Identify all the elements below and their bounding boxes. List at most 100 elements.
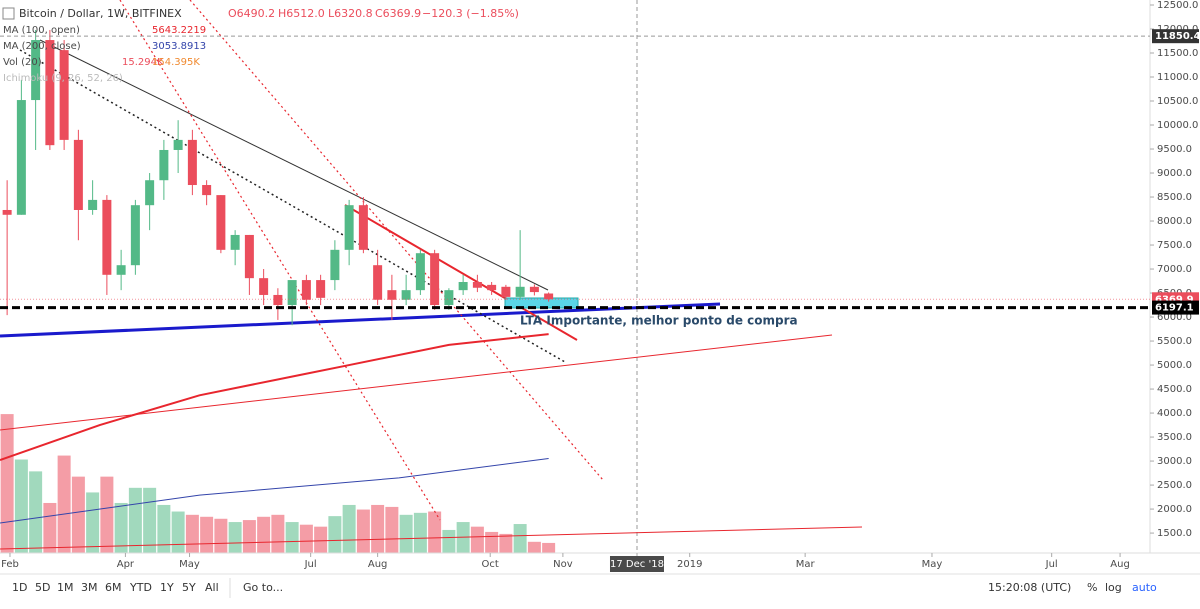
candle-body — [358, 205, 368, 250]
symbol: Bitcoin / Dollar, 1W, BITFINEX — [19, 7, 182, 20]
candle-body — [301, 280, 311, 300]
candle-body — [59, 50, 69, 140]
volume-bar — [299, 524, 313, 553]
volume-bar — [157, 504, 171, 553]
candle-body — [458, 281, 468, 291]
volume-bar — [29, 471, 43, 553]
x-tick-label: Mar — [796, 559, 816, 570]
range-button[interactable]: YTD — [129, 581, 152, 594]
y-tick-label: 12500.0 — [1157, 0, 1198, 11]
volume-bar — [171, 511, 185, 553]
x-tick-label: Feb — [1, 559, 19, 570]
candle-body — [544, 293, 554, 300]
x-tick-label: Oct — [482, 559, 499, 570]
y-tick-label: 9000.0 — [1157, 168, 1192, 179]
price-pane — [0, 29, 554, 524]
trend-line — [39, 39, 549, 291]
volume-bar — [542, 542, 556, 553]
price-axis — [1150, 0, 1200, 553]
legend: Bitcoin / Dollar, 1W, BITFINEX O6490.2 H… — [2, 7, 519, 84]
candle-body — [401, 290, 411, 300]
candle-body — [102, 199, 112, 275]
range-button[interactable]: All — [205, 581, 219, 594]
x-tick-label: May — [922, 559, 943, 570]
volume-bar — [14, 459, 28, 553]
trend-line-red — [344, 204, 578, 341]
scale-option[interactable]: auto — [1132, 581, 1157, 594]
y-tick-label: 4500.0 — [1157, 384, 1192, 395]
x-tick-label: Jul — [1045, 559, 1058, 570]
candle-body — [31, 40, 41, 101]
x-tick-label: Jul — [304, 559, 317, 570]
indicator-value: 5643.2219 — [152, 25, 206, 36]
y-tick-label: 7000.0 — [1157, 264, 1192, 275]
range-button[interactable]: 6M — [105, 581, 122, 594]
indicator-name: Vol (20) — [3, 57, 42, 68]
indicator-name: MA (200, close) — [3, 41, 81, 52]
y-tick-label: 2000.0 — [1157, 504, 1192, 515]
price-tag-label: 6369.9 — [1155, 294, 1194, 305]
candle-body — [2, 209, 12, 215]
candle-body — [515, 286, 525, 297]
volume-bar — [485, 531, 499, 553]
range-button[interactable]: 5D — [35, 581, 50, 594]
ohlc: L6320.8 — [328, 7, 373, 20]
scale-option[interactable]: log — [1105, 581, 1122, 594]
scale-option[interactable]: % — [1087, 581, 1097, 594]
trend-line-blue — [0, 302, 721, 338]
volume-pane — [0, 414, 556, 553]
volume-bar — [356, 509, 370, 553]
candle-body — [230, 234, 240, 250]
x-tick-label: May — [179, 559, 200, 570]
range-button[interactable]: 5Y — [182, 581, 196, 594]
range-button[interactable]: 1M — [57, 581, 74, 594]
goto-button[interactable]: Go to... — [243, 581, 283, 594]
y-tick-label: 3500.0 — [1157, 432, 1192, 443]
indicator-value: 15.294K — [122, 57, 164, 68]
volume-bar — [342, 504, 356, 553]
y-tick-label: 10000.0 — [1157, 120, 1198, 131]
volume-bar — [0, 414, 14, 553]
volume-bar — [470, 526, 484, 553]
candle-body — [316, 280, 326, 298]
x-tick-label: 17 Dec '18 — [610, 559, 664, 570]
change: −120.3 (−1.85%) — [422, 7, 519, 20]
volume-bar — [385, 506, 399, 553]
volume-bar — [57, 455, 71, 553]
candle-body — [116, 265, 126, 275]
candle-body — [88, 199, 98, 210]
volume-bar — [214, 518, 228, 553]
y-tick-label: 8500.0 — [1157, 192, 1192, 203]
ohlc: O6490.2 — [228, 7, 275, 20]
x-tick-label: 2019 — [677, 559, 702, 570]
volume-bar — [499, 533, 513, 553]
range-button[interactable]: 1D — [12, 581, 27, 594]
candle-body — [472, 281, 482, 288]
y-tick-label: 7500.0 — [1157, 240, 1192, 251]
y-tick-label: 11500.0 — [1157, 48, 1198, 59]
volume-bar — [143, 487, 157, 553]
range-button[interactable]: 1Y — [160, 581, 174, 594]
candle-body — [415, 253, 425, 291]
candle-body — [216, 195, 226, 250]
candle-body — [373, 265, 383, 300]
volume-bar — [413, 512, 427, 553]
candle-body — [330, 249, 340, 281]
candle-body — [130, 205, 140, 266]
candle-body — [173, 139, 183, 150]
toolbar: 1D 5D 1M 3M 6M YTD 1Y 5Y All Go to... 15:20:08 (UT… — [0, 573, 1200, 598]
candle-body — [387, 290, 397, 300]
ohlc: C6369.9 — [375, 7, 421, 20]
volume-bar — [228, 522, 242, 553]
trend-line-dotted — [119, 0, 441, 521]
moving-average — [0, 457, 549, 524]
volume-bar — [100, 476, 114, 553]
candle-body — [45, 40, 55, 146]
volume-bar — [185, 514, 199, 553]
range-button[interactable]: 3M — [81, 581, 98, 594]
candle-body — [202, 185, 212, 196]
icon[interactable] — [2, 7, 15, 20]
y-tick-label: 5000.0 — [1157, 360, 1192, 371]
price-tag-label: 11850.4 — [1155, 31, 1200, 42]
